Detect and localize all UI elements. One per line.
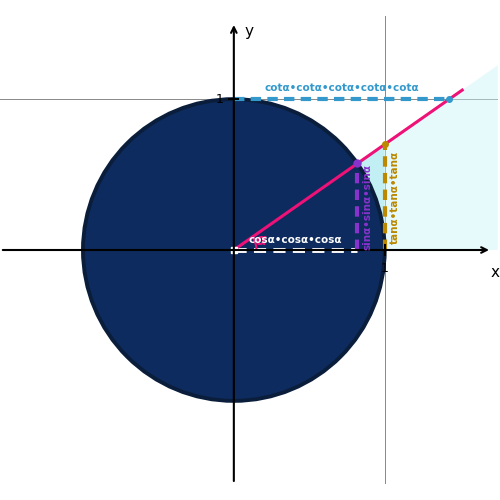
Text: sinα•sinα•sinα: sinα•sinα•sinα: [362, 164, 372, 250]
Text: tanα•tanα•tanα: tanα•tanα•tanα: [390, 150, 400, 244]
Polygon shape: [384, 65, 498, 250]
Text: 1: 1: [381, 262, 388, 275]
Text: x: x: [490, 265, 500, 280]
Text: α: α: [256, 232, 266, 248]
Text: cosα•cosα•cosα: cosα•cosα•cosα: [249, 236, 342, 246]
Text: y: y: [244, 24, 254, 38]
Text: 1: 1: [216, 92, 224, 106]
Text: cotα•cotα•cotα•cotα•cotα: cotα•cotα•cotα•cotα•cotα: [264, 83, 419, 93]
Polygon shape: [234, 144, 384, 250]
Circle shape: [83, 99, 384, 401]
